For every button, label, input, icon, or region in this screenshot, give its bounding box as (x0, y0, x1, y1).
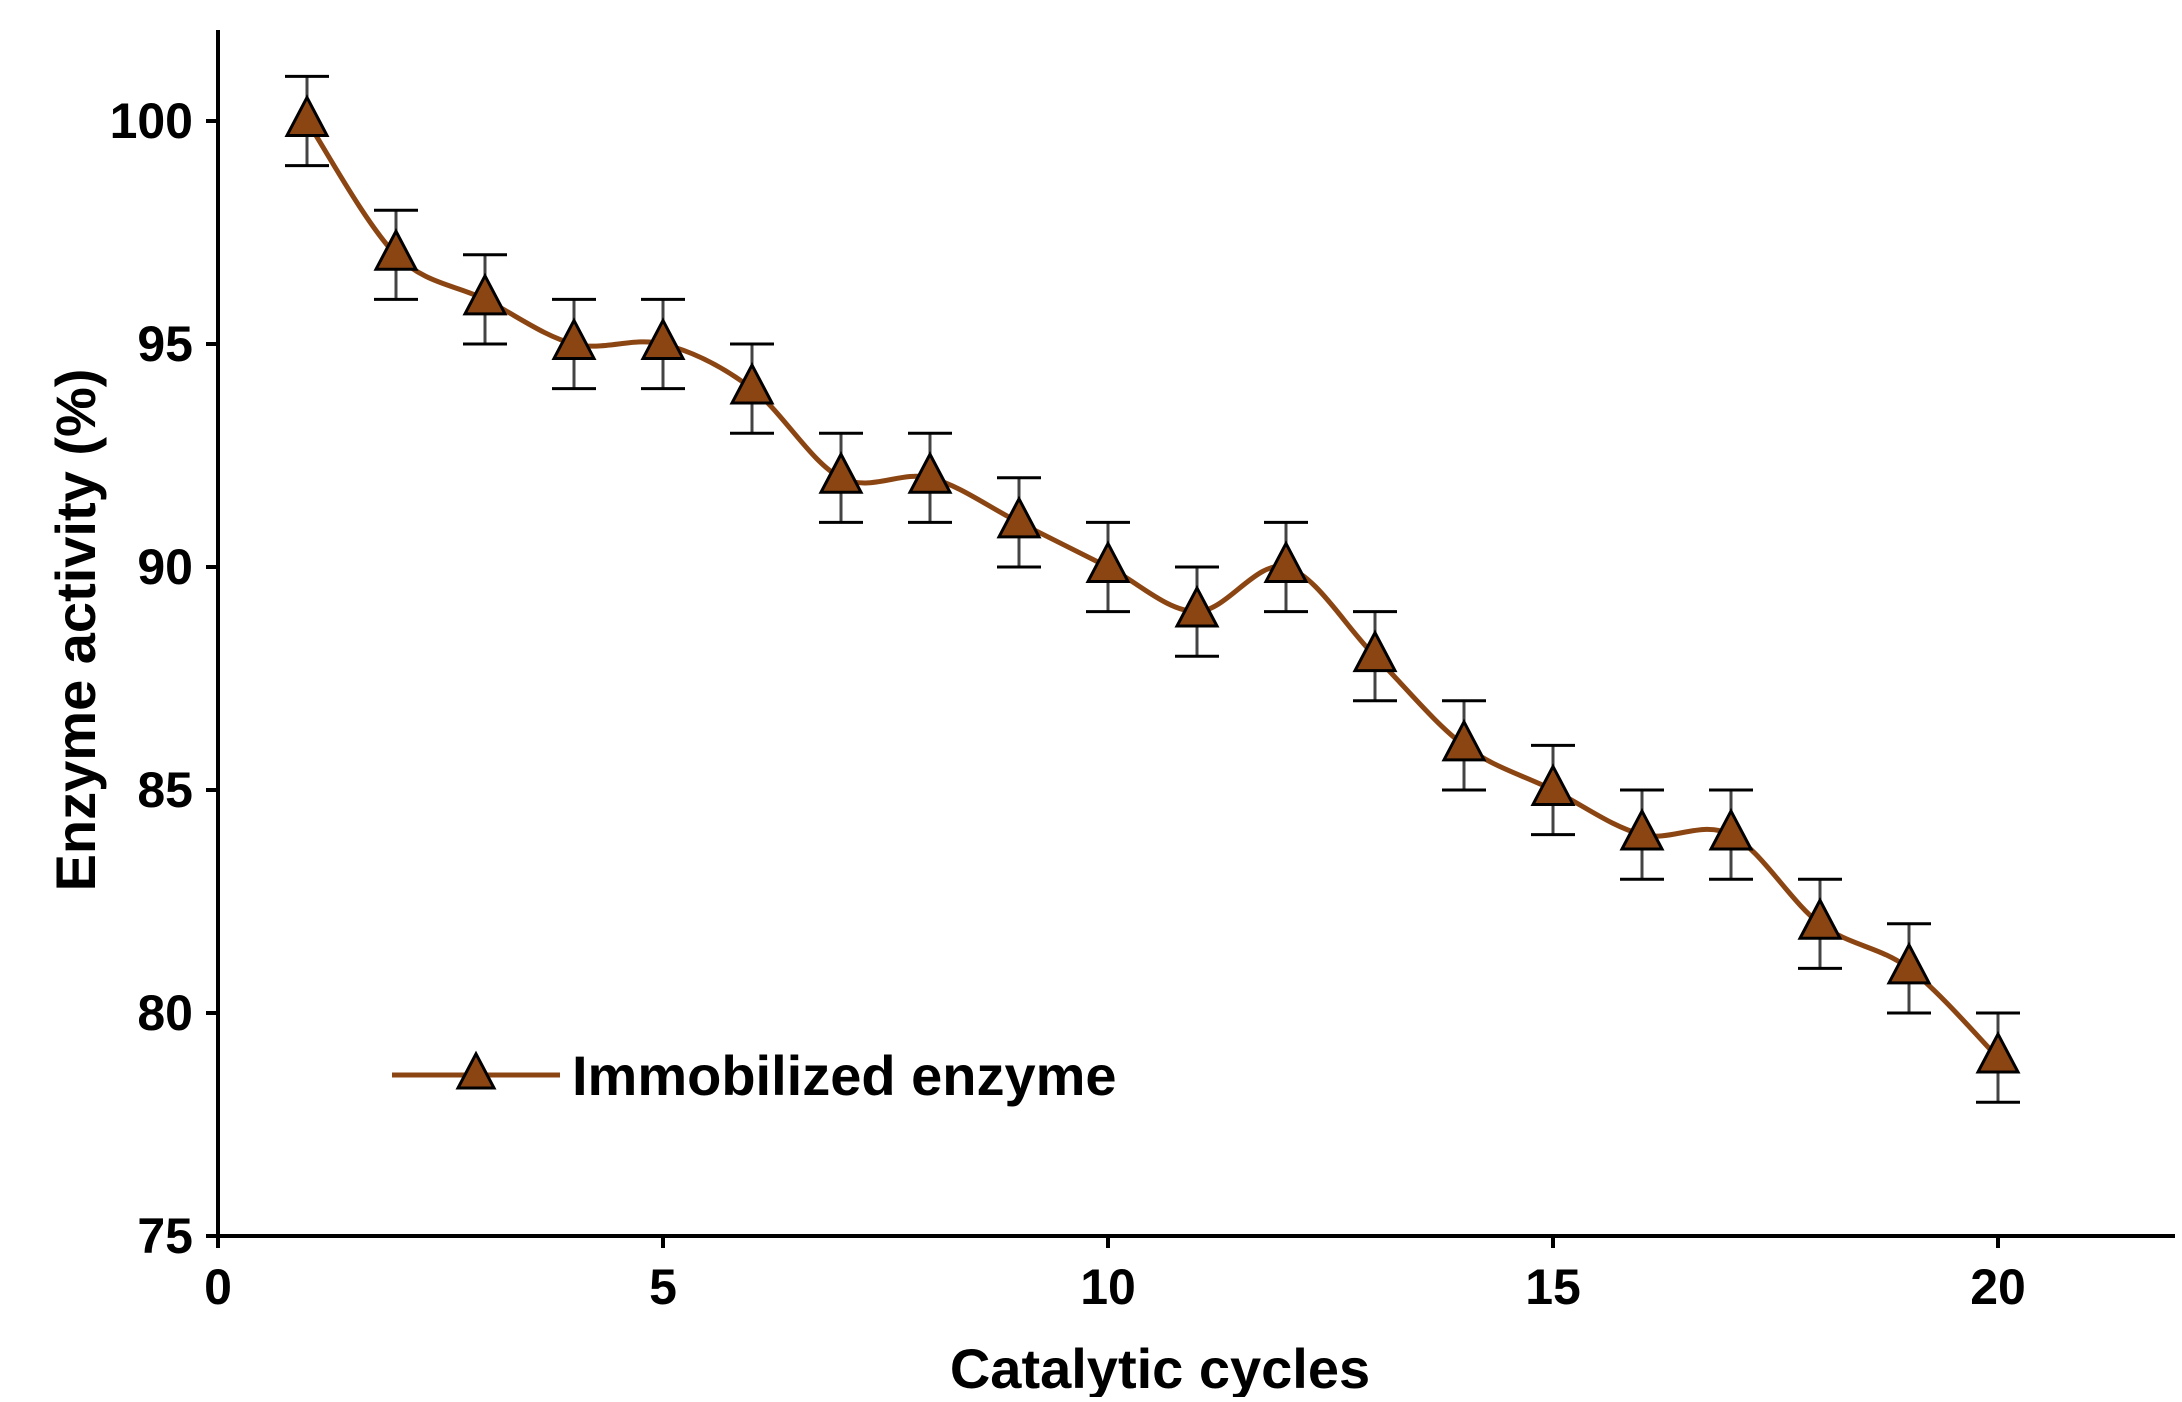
y-tick-label: 90 (137, 539, 193, 595)
data-point (729, 361, 775, 405)
y-tick-label: 95 (137, 316, 193, 372)
x-tick-label: 15 (1525, 1259, 1581, 1315)
x-tick-label: 10 (1080, 1259, 1136, 1315)
x-tick-label: 5 (649, 1259, 677, 1315)
x-tick-label: 20 (1970, 1259, 2026, 1315)
data-point (1975, 1030, 2021, 1074)
x-axis-title: Catalytic cycles (950, 1337, 1370, 1397)
data-point (1708, 807, 1754, 851)
y-tick-label: 80 (137, 985, 193, 1041)
data-point (1797, 897, 1843, 940)
data-point (818, 451, 864, 494)
data-point (640, 317, 686, 360)
data-point (1352, 629, 1398, 673)
axes (206, 30, 2175, 1248)
data-point (996, 495, 1042, 539)
data-point (284, 94, 330, 137)
data-point (551, 317, 597, 360)
series-line (304, 119, 2000, 1060)
y-tick-label: 75 (137, 1208, 193, 1264)
data-point (1085, 540, 1131, 583)
y-axis-title: Enzyme activity (%) (44, 369, 107, 892)
data-point (1619, 807, 1665, 851)
data-point (1530, 763, 1576, 806)
data-point (1174, 584, 1220, 628)
data-point (462, 272, 508, 316)
x-tick-label: 0 (204, 1259, 232, 1315)
data-point (1886, 941, 1932, 985)
data-point (1441, 718, 1487, 762)
y-tick-label: 85 (137, 762, 193, 818)
legend-marker (455, 1050, 497, 1090)
legend-label: Immobilized enzyme (572, 1044, 1117, 1107)
legend: Immobilized enzyme (392, 1044, 1117, 1107)
tick-labels: 0 5 10 15 20 75 80 85 90 95 100 (110, 93, 2026, 1315)
data-point (373, 228, 419, 271)
data-point (907, 451, 953, 494)
series (284, 74, 2021, 1104)
y-tick-label: 100 (110, 93, 193, 149)
data-point (1263, 540, 1309, 583)
